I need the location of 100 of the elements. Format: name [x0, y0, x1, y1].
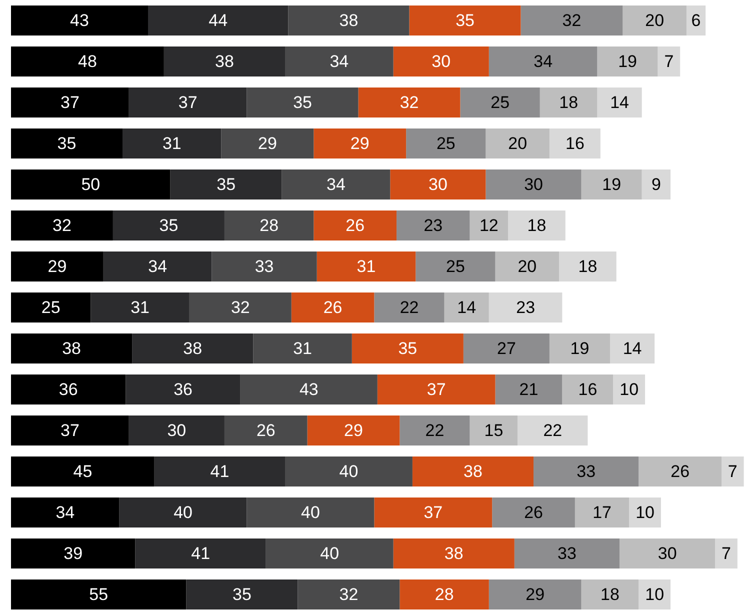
bar	[393, 538, 514, 568]
data-label: 6	[691, 11, 701, 30]
data-label: 43	[70, 11, 89, 30]
data-label: 26	[670, 462, 690, 482]
data-label: 40	[301, 503, 320, 522]
bar	[288, 6, 410, 36]
bar	[534, 456, 639, 486]
bar	[282, 170, 390, 200]
bar	[316, 252, 416, 282]
data-label: 31	[356, 257, 376, 276]
bar	[406, 128, 486, 158]
data-label: 40	[174, 503, 193, 522]
bar	[581, 580, 639, 610]
data-label: 50	[81, 175, 100, 194]
data-label: 55	[89, 585, 108, 604]
data-label: 14	[622, 339, 642, 358]
bar	[492, 498, 575, 528]
bar	[520, 6, 623, 36]
data-label: 38	[215, 52, 234, 72]
bar	[396, 210, 470, 240]
data-label: 26	[346, 216, 365, 236]
bar	[135, 538, 266, 568]
data-label: 40	[320, 544, 340, 564]
data-label: 20	[508, 134, 528, 154]
data-label: 23	[424, 216, 443, 236]
bar	[463, 334, 550, 364]
bar	[444, 292, 489, 322]
data-label: 44	[208, 11, 228, 30]
data-label: 20	[518, 257, 537, 276]
bar	[488, 580, 582, 610]
data-label: 38	[464, 462, 482, 482]
bar	[11, 580, 186, 610]
bar	[409, 6, 521, 36]
data-label: 33	[558, 544, 576, 564]
data-label: 14	[610, 93, 630, 112]
data-label: 12	[479, 216, 498, 236]
data-label: 7	[664, 52, 674, 72]
bar	[642, 170, 671, 200]
bar	[486, 170, 582, 200]
data-label: 26	[323, 298, 342, 318]
data-label: 30	[658, 544, 677, 564]
bar	[132, 334, 254, 364]
data-label: 38	[339, 11, 358, 30]
bar	[613, 374, 646, 404]
data-label: 31	[162, 134, 182, 154]
data-label: 34	[148, 257, 168, 276]
bar	[119, 498, 247, 528]
data-label: 43	[299, 380, 318, 400]
bar	[266, 538, 394, 568]
data-label: 32	[562, 11, 582, 30]
bar	[597, 46, 658, 76]
data-label: 38	[444, 544, 464, 564]
data-label: 10	[636, 503, 655, 522]
data-label: 18	[559, 93, 578, 112]
bar	[562, 374, 614, 404]
bar	[390, 170, 486, 200]
data-label: 15	[484, 421, 504, 440]
data-label: 26	[524, 503, 543, 522]
data-label: 10	[645, 585, 664, 604]
bar	[581, 170, 642, 200]
bar	[170, 170, 282, 200]
bar	[221, 128, 314, 158]
data-label: 19	[602, 175, 622, 194]
bar	[393, 46, 489, 76]
bar	[126, 374, 240, 404]
bar	[164, 46, 286, 76]
bar	[11, 374, 126, 404]
data-label: 33	[576, 462, 596, 482]
bar	[374, 292, 444, 322]
bar	[486, 128, 550, 158]
bar	[574, 498, 630, 528]
data-label: 28	[434, 585, 454, 604]
bar	[314, 128, 406, 158]
bar	[122, 128, 222, 158]
data-label: 7	[728, 462, 738, 482]
data-label: 37	[424, 503, 443, 522]
bar	[186, 580, 298, 610]
data-label: 48	[78, 52, 97, 72]
data-label: 20	[645, 11, 664, 30]
data-label: 18	[578, 257, 598, 276]
bar	[377, 374, 496, 404]
data-label: 36	[174, 380, 193, 400]
bar	[189, 292, 292, 322]
bar	[307, 416, 400, 446]
data-label: 25	[446, 257, 465, 276]
bar	[314, 210, 397, 240]
bar	[103, 252, 212, 282]
bar	[638, 456, 722, 486]
data-label: 18	[600, 585, 620, 604]
data-label: 35	[398, 339, 418, 358]
data-label: 9	[651, 175, 661, 194]
bar	[629, 498, 661, 528]
data-label: 30	[524, 175, 543, 194]
bar	[246, 88, 358, 118]
bar	[638, 580, 671, 610]
bar	[291, 292, 374, 322]
bar	[715, 538, 738, 568]
data-label: 40	[339, 462, 358, 482]
data-label: 29	[258, 134, 277, 154]
bar	[610, 334, 655, 364]
